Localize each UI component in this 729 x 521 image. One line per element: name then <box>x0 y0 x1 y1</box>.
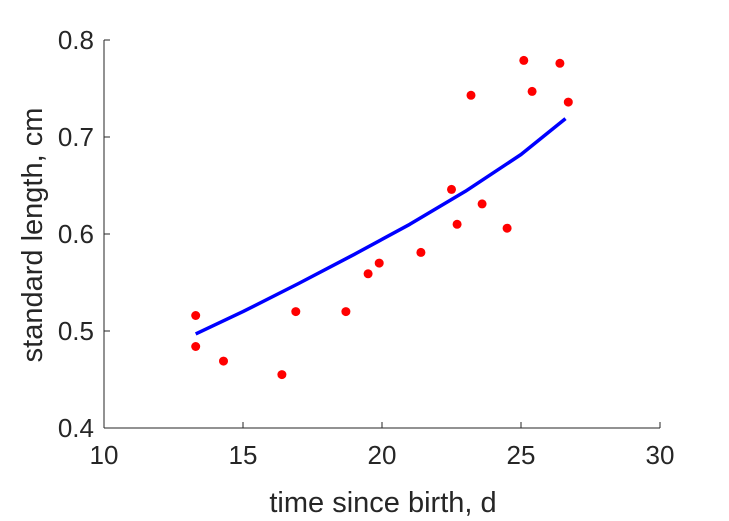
fit-curve-layer <box>194 117 567 336</box>
data-point <box>527 86 537 96</box>
data-point <box>519 55 529 65</box>
data-point <box>502 223 512 233</box>
data-point <box>555 58 565 68</box>
data-point <box>374 258 384 268</box>
x-tick-label: 25 <box>507 440 536 470</box>
tick-labels: 10 15 20 25 30 0.4 0.5 0.6 0.7 0.8 <box>58 25 675 470</box>
data-point <box>447 184 456 194</box>
axes <box>103 40 660 429</box>
data-point <box>291 307 301 317</box>
y-tick-label: 0.8 <box>58 25 94 55</box>
data-point <box>219 356 228 366</box>
data-point <box>341 307 351 317</box>
x-tick-label: 10 <box>90 440 119 470</box>
data-point <box>477 199 487 209</box>
x-tick-label: 20 <box>368 440 397 470</box>
x-axis-label: time since birth, d <box>269 487 496 519</box>
x-tick-label: 30 <box>646 440 675 470</box>
y-tick-label: 0.6 <box>58 219 94 249</box>
y-tick-label: 0.7 <box>58 122 94 152</box>
data-point <box>466 90 476 100</box>
x-tick-label: 15 <box>229 440 258 470</box>
data-point <box>191 311 201 320</box>
fit-curve <box>194 117 567 336</box>
data-point <box>452 219 462 229</box>
data-point <box>191 342 201 351</box>
y-axis-label: standard length, cm <box>17 108 49 363</box>
ticks <box>103 39 661 429</box>
data-point <box>416 247 426 257</box>
data-point <box>563 97 573 107</box>
y-tick-label: 0.4 <box>58 413 94 443</box>
data-point <box>363 269 373 279</box>
data-point <box>277 370 287 380</box>
data-points-layer <box>191 55 573 380</box>
y-tick-label: 0.5 <box>58 316 94 346</box>
